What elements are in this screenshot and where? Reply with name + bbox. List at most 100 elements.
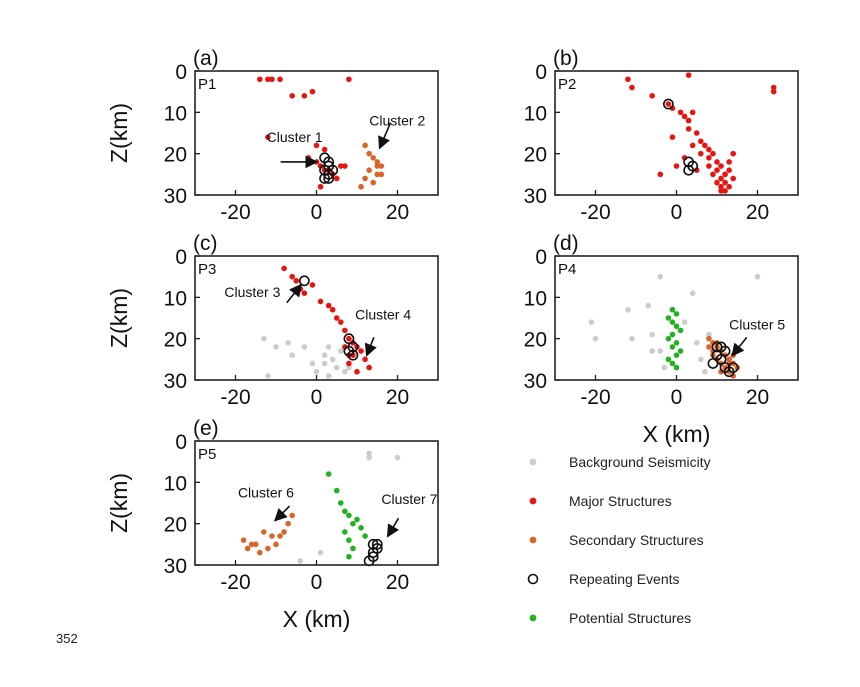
secondary-structures-point bbox=[726, 360, 732, 367]
cluster-arrow bbox=[378, 122, 392, 150]
potential-structures-point bbox=[358, 525, 364, 531]
major-structures-point bbox=[730, 175, 736, 182]
background-seismicity-point bbox=[301, 344, 308, 350]
panel-label: (d) bbox=[553, 232, 579, 255]
panel-label: (c) bbox=[193, 232, 218, 255]
background-seismicity-point bbox=[754, 273, 761, 280]
repeating-event-point bbox=[319, 173, 330, 184]
profile-tag: P4 bbox=[558, 261, 576, 278]
secondary-structures-point bbox=[710, 340, 716, 346]
major-structures-point bbox=[649, 93, 655, 99]
major-structures-point bbox=[698, 150, 704, 157]
secondary-structures-point bbox=[281, 529, 287, 535]
y-tick-label: 30 bbox=[164, 370, 187, 393]
major-structures-point bbox=[669, 105, 676, 111]
repeating-event-point bbox=[663, 98, 674, 110]
major-structures-point bbox=[685, 126, 692, 132]
x-tick-label: 20 bbox=[746, 201, 769, 224]
background-seismicity-point bbox=[693, 340, 700, 346]
major-structures-point bbox=[685, 117, 692, 124]
y-tick-label: 0 bbox=[175, 431, 187, 454]
secondary-structures-point bbox=[370, 155, 377, 161]
profile-tag: P1 bbox=[198, 76, 216, 93]
major-structures-point bbox=[265, 134, 271, 140]
x-tick-label: 0 bbox=[311, 386, 323, 409]
background-seismicity-point bbox=[346, 364, 352, 371]
secondary-structures-point bbox=[285, 520, 291, 527]
background-seismicity-point bbox=[321, 352, 328, 359]
major-structures-point bbox=[625, 76, 631, 83]
repeating-event-point bbox=[347, 349, 359, 361]
background-seismicity-point bbox=[394, 454, 401, 461]
major-structures-point bbox=[317, 183, 324, 190]
background-seismicity-point bbox=[649, 348, 655, 354]
background-seismicity-point bbox=[689, 290, 696, 297]
major-structures-point bbox=[358, 348, 364, 354]
x-tick-label: 20 bbox=[746, 386, 769, 409]
secondary-structures-point bbox=[362, 142, 368, 149]
background-seismicity-point bbox=[629, 335, 635, 342]
y-tick-label: 20 bbox=[524, 144, 547, 167]
repeating-event-point bbox=[298, 275, 310, 287]
x-tick-label: 20 bbox=[386, 201, 409, 224]
y-tick-label: 10 bbox=[164, 472, 187, 495]
y-tick-label: 0 bbox=[175, 61, 187, 84]
y-tick-label: 10 bbox=[524, 102, 547, 125]
y-tick-label: 0 bbox=[535, 61, 547, 84]
repeating-event-point bbox=[367, 547, 379, 558]
major-structures-point bbox=[706, 155, 712, 161]
y-tick-label: 20 bbox=[524, 329, 547, 352]
secondary-structures-point bbox=[374, 171, 381, 178]
major-structures-point bbox=[718, 183, 724, 190]
major-structures-point bbox=[346, 335, 352, 342]
major-structures-point bbox=[265, 76, 271, 83]
major-structures-point bbox=[706, 163, 712, 169]
secondary-structures-point bbox=[710, 348, 716, 354]
major-structures-point bbox=[309, 282, 316, 288]
major-structures-point bbox=[665, 101, 672, 107]
repeating-event-point bbox=[727, 362, 739, 373]
repeating-event-point bbox=[715, 353, 727, 365]
secondary-structures-point bbox=[273, 541, 279, 548]
legend-marker bbox=[527, 573, 539, 585]
legend-label: Major Structures bbox=[569, 493, 672, 509]
potential-structures-point bbox=[665, 335, 672, 342]
major-structures-point bbox=[673, 163, 680, 169]
y-tick-label: 30 bbox=[524, 370, 547, 393]
major-structures-point bbox=[338, 163, 344, 169]
secondary-structures-point bbox=[722, 364, 728, 371]
background-seismicity-point bbox=[625, 306, 631, 313]
repeating-event-point bbox=[683, 164, 695, 176]
x-tick-label: -20 bbox=[220, 386, 250, 409]
background-seismicity-point bbox=[273, 344, 279, 350]
background-seismicity-point bbox=[366, 454, 372, 461]
y-tick-label: 30 bbox=[524, 185, 547, 208]
background-seismicity-point bbox=[325, 344, 332, 350]
repeating-event-point bbox=[363, 555, 375, 567]
background-seismicity-point bbox=[592, 335, 599, 342]
potential-structures-point bbox=[673, 311, 680, 317]
x-tick-label: -20 bbox=[580, 201, 610, 224]
major-structures-point bbox=[718, 188, 724, 194]
cluster-label: Cluster 7 bbox=[381, 491, 437, 507]
major-structures-point bbox=[281, 265, 287, 272]
legend-label: Repeating Events bbox=[569, 571, 680, 587]
secondary-structures-point bbox=[289, 512, 296, 519]
major-structures-point bbox=[269, 76, 275, 83]
x-tick-label: 0 bbox=[311, 201, 323, 224]
major-structures-point bbox=[681, 113, 688, 120]
background-seismicity-point bbox=[261, 335, 267, 342]
y-tick-label: 20 bbox=[164, 144, 187, 167]
background-seismicity-point bbox=[661, 364, 668, 371]
potential-structures-point bbox=[673, 323, 680, 330]
potential-structures-point bbox=[669, 344, 676, 350]
major-structures-point bbox=[693, 130, 700, 136]
y-tick-label: 10 bbox=[164, 102, 187, 125]
repeating-event-point bbox=[719, 345, 731, 357]
major-structures-point bbox=[677, 109, 684, 116]
panel-label: (b) bbox=[553, 47, 579, 70]
potential-structures-point bbox=[673, 364, 680, 371]
secondary-structures-point bbox=[244, 545, 251, 552]
potential-structures-point bbox=[669, 319, 676, 325]
cluster-arrow bbox=[386, 517, 400, 538]
